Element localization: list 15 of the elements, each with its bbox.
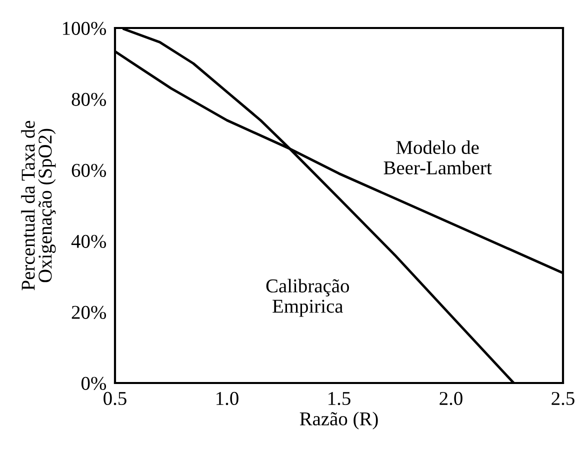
y-tick-label: 80% (72, 92, 106, 106)
x-axis-title: Razão (R) (300, 412, 378, 430)
y-tick-label: 100% (63, 22, 106, 35)
y-tick-label: 60% (72, 164, 106, 177)
text: Calibração Empirica (266, 278, 350, 317)
y-tick-label: 0% (81, 376, 106, 390)
x-tick-label: 2.5 (552, 392, 574, 406)
y-tick-label: 20% (72, 306, 106, 319)
x-tick-label: 0.5 (104, 392, 126, 406)
y-axis-title: Percentual da Taxa de Oxigenação (SpO2) (21, 120, 56, 290)
x-tick-label: 1.0 (216, 392, 238, 406)
y-tick-label: 40% (71, 234, 106, 248)
x-tick-label: 1.5 (328, 392, 350, 406)
x-tick-label: 2.0 (440, 392, 462, 406)
series-label: Modelo de Beer-Lambert (384, 140, 492, 174)
